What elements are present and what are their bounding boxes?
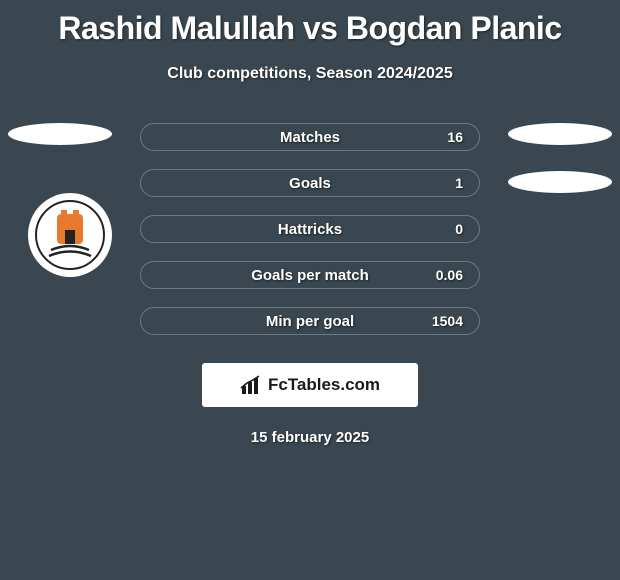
footer-date: 15 february 2025: [0, 429, 620, 446]
comparison-panel: Matches 16 Goals 1 Hattricks 0 Goals per…: [0, 123, 620, 446]
stat-row-gpm: Goals per match 0.06: [140, 261, 480, 289]
stat-label: Matches: [280, 129, 340, 146]
page-subtitle: Club competitions, Season 2024/2025: [0, 65, 620, 83]
stat-row-goals: Goals 1: [140, 169, 480, 197]
stat-row-mpg: Min per goal 1504: [140, 307, 480, 335]
player-left-placeholder: [8, 123, 112, 145]
ajman-club-icon: [35, 200, 105, 270]
stat-label: Min per goal: [266, 313, 354, 330]
stat-right-value: 1: [455, 175, 463, 191]
brand-box: FcTables.com: [202, 363, 418, 407]
stat-right-value: 16: [447, 129, 463, 145]
stat-label: Goals: [289, 175, 331, 192]
stat-right-value: 1504: [432, 313, 463, 329]
stat-rows: Matches 16 Goals 1 Hattricks 0 Goals per…: [140, 123, 480, 335]
stat-right-value: 0.06: [436, 267, 463, 283]
player-right-placeholder: [508, 123, 612, 145]
stat-label: Hattricks: [278, 221, 342, 238]
stat-row-hattricks: Hattricks 0: [140, 215, 480, 243]
brand-text: FcTables.com: [268, 375, 380, 395]
stat-label: Goals per match: [251, 267, 369, 284]
page-title: Rashid Malullah vs Bogdan Planic: [0, 0, 620, 47]
player-right-placeholder-2: [508, 171, 612, 193]
stat-row-matches: Matches 16: [140, 123, 480, 151]
bars-icon: [240, 374, 266, 396]
club-badge-left: [28, 193, 112, 277]
stat-right-value: 0: [455, 221, 463, 237]
